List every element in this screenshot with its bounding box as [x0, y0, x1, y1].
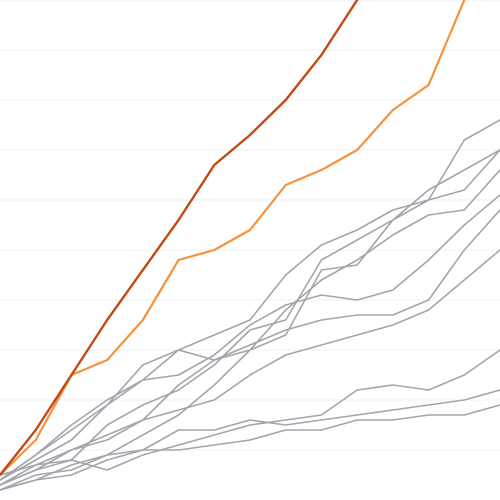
- line-chart: [0, 0, 500, 500]
